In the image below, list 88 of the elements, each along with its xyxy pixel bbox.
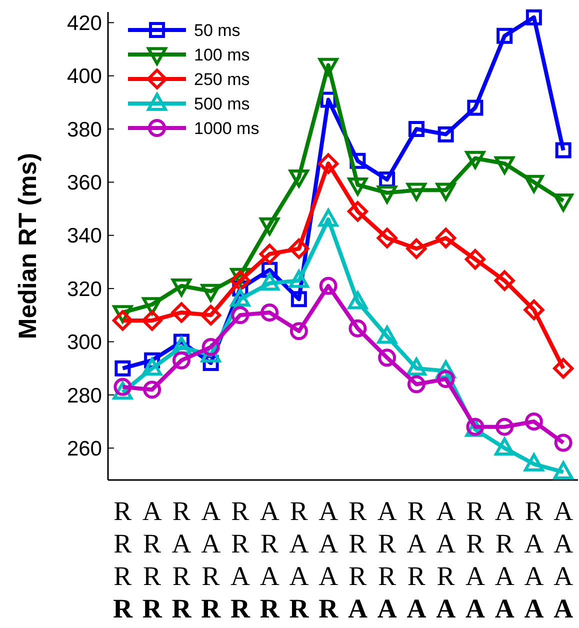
point	[142, 358, 162, 376]
point	[553, 193, 574, 212]
y-axis-title: Median RT (ms)	[14, 152, 42, 340]
point	[172, 351, 190, 370]
point	[260, 272, 280, 291]
x-tick-label: A A A R	[318, 496, 339, 624]
point	[288, 170, 309, 188]
point	[377, 326, 398, 344]
y-tick-label: 340	[66, 224, 102, 248]
legend-label: 1000 ms	[194, 118, 260, 138]
point	[112, 310, 133, 331]
x-tick-label: R A R R	[172, 496, 192, 624]
x-tick-label: A R R R	[142, 496, 162, 624]
point	[406, 182, 426, 201]
point	[406, 238, 427, 259]
point	[378, 348, 396, 367]
point	[436, 228, 456, 248]
point	[496, 418, 514, 436]
point	[230, 288, 250, 307]
point	[171, 302, 192, 323]
point	[348, 291, 368, 310]
y-tick-label: 360	[66, 172, 102, 195]
point	[494, 156, 515, 174]
x-tick-label: A A A A	[554, 496, 574, 624]
point	[200, 304, 222, 326]
point	[318, 58, 338, 76]
point	[436, 182, 456, 201]
y-tick-label: 380	[66, 118, 102, 142]
point	[377, 185, 398, 204]
x-tick-label: R R R R	[112, 496, 133, 624]
point	[230, 270, 250, 291]
x-tick-label: A R A R	[260, 496, 280, 624]
point	[347, 201, 368, 222]
x-tick-label: A A R R	[201, 496, 222, 624]
point	[290, 291, 307, 308]
point	[524, 300, 544, 320]
point	[290, 322, 308, 340]
y-tick-label: 420	[66, 12, 102, 35]
point	[465, 150, 486, 169]
point	[555, 142, 572, 158]
legend-label: 50 ms	[194, 20, 240, 40]
point	[319, 276, 338, 295]
point	[496, 28, 513, 44]
point	[142, 310, 162, 331]
legend-label: 500 ms	[194, 94, 250, 114]
point	[348, 319, 367, 338]
y-tick-label: 260	[66, 437, 102, 460]
point	[259, 244, 280, 264]
point	[407, 375, 426, 394]
x-tick-label: R R R A	[348, 496, 368, 624]
point	[318, 153, 339, 174]
point	[406, 358, 426, 376]
point	[408, 121, 424, 137]
point	[554, 434, 572, 452]
y-tick-label: 280	[66, 384, 102, 408]
point	[231, 306, 250, 324]
point	[143, 380, 162, 399]
point	[438, 126, 454, 142]
x-tick-label: R A A R	[289, 496, 310, 624]
point	[524, 412, 543, 430]
point	[376, 228, 398, 248]
point	[464, 249, 486, 270]
point	[553, 461, 574, 480]
y-tick-label: 320	[66, 278, 102, 301]
point	[526, 9, 542, 26]
legend-label: 100 ms	[194, 45, 250, 64]
point	[553, 358, 574, 379]
y-tick-label: 400	[66, 65, 102, 88]
point	[288, 238, 310, 259]
point	[436, 370, 455, 388]
point	[348, 177, 368, 196]
point	[524, 453, 544, 472]
x-tick-label: A R R A	[377, 496, 398, 624]
point	[467, 100, 484, 116]
x-tick-label: R A A A	[524, 496, 544, 624]
x-tick-label: R R A A	[465, 496, 486, 624]
y-tick-label: 300	[66, 331, 102, 354]
point	[524, 174, 544, 193]
x-tick-label: R A R A	[406, 496, 427, 624]
x-tick-label: A A R A	[436, 496, 456, 624]
x-tick-label: A R A A	[494, 496, 515, 624]
legend-label: 250 ms	[194, 70, 250, 89]
point	[260, 303, 279, 322]
point	[114, 360, 131, 376]
point	[494, 437, 515, 456]
x-tick-label: R R A R	[230, 496, 250, 624]
point	[260, 217, 280, 236]
point	[494, 270, 515, 291]
